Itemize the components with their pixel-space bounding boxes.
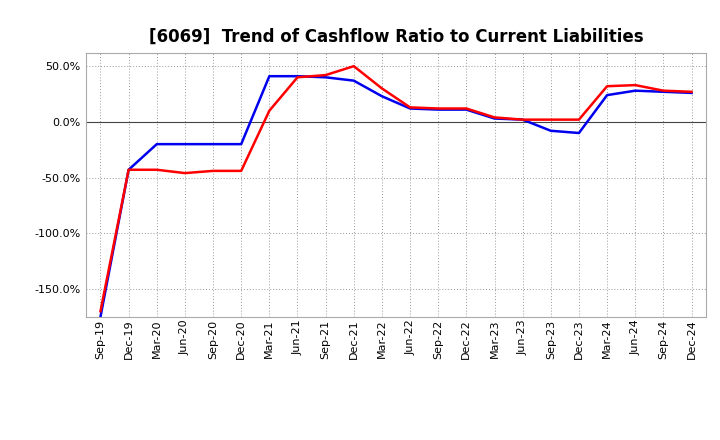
Free CF to Current Liabilities	[687, 90, 696, 95]
Free CF to Current Liabilities	[490, 116, 499, 121]
Free CF to Current Liabilities	[377, 94, 386, 99]
Free CF to Current Liabilities	[546, 128, 555, 133]
Free CF to Current Liabilities	[209, 142, 217, 147]
Operating CF to Current Liabilities	[181, 170, 189, 176]
Operating CF to Current Liabilities	[96, 308, 105, 314]
Operating CF to Current Liabilities	[631, 82, 639, 88]
Operating CF to Current Liabilities	[659, 88, 667, 93]
Line: Operating CF to Current Liabilities: Operating CF to Current Liabilities	[101, 66, 691, 311]
Operating CF to Current Liabilities	[603, 84, 611, 89]
Free CF to Current Liabilities	[406, 106, 415, 111]
Operating CF to Current Liabilities	[153, 167, 161, 172]
Free CF to Current Liabilities	[659, 89, 667, 95]
Operating CF to Current Liabilities	[462, 106, 471, 111]
Operating CF to Current Liabilities	[434, 106, 443, 111]
Line: Free CF to Current Liabilities: Free CF to Current Liabilities	[101, 76, 691, 317]
Operating CF to Current Liabilities	[406, 105, 415, 110]
Free CF to Current Liabilities	[293, 73, 302, 79]
Operating CF to Current Liabilities	[575, 117, 583, 122]
Free CF to Current Liabilities	[462, 107, 471, 112]
Free CF to Current Liabilities	[575, 130, 583, 136]
Free CF to Current Liabilities	[321, 75, 330, 80]
Free CF to Current Liabilities	[181, 142, 189, 147]
Free CF to Current Liabilities	[153, 142, 161, 147]
Operating CF to Current Liabilities	[265, 108, 274, 114]
Operating CF to Current Liabilities	[321, 73, 330, 78]
Operating CF to Current Liabilities	[377, 86, 386, 91]
Free CF to Current Liabilities	[265, 73, 274, 79]
Free CF to Current Liabilities	[125, 167, 133, 172]
Operating CF to Current Liabilities	[125, 167, 133, 172]
Operating CF to Current Liabilities	[237, 168, 246, 173]
Free CF to Current Liabilities	[603, 92, 611, 98]
Operating CF to Current Liabilities	[490, 115, 499, 120]
Free CF to Current Liabilities	[631, 88, 639, 93]
Operating CF to Current Liabilities	[209, 168, 217, 173]
Operating CF to Current Liabilities	[293, 75, 302, 80]
Free CF to Current Liabilities	[518, 117, 527, 122]
Operating CF to Current Liabilities	[687, 89, 696, 95]
Operating CF to Current Liabilities	[546, 117, 555, 122]
Title: [6069]  Trend of Cashflow Ratio to Current Liabilities: [6069] Trend of Cashflow Ratio to Curren…	[149, 28, 643, 46]
Operating CF to Current Liabilities	[349, 63, 358, 69]
Free CF to Current Liabilities	[96, 314, 105, 319]
Free CF to Current Liabilities	[434, 107, 443, 112]
Free CF to Current Liabilities	[349, 78, 358, 83]
Free CF to Current Liabilities	[237, 142, 246, 147]
Operating CF to Current Liabilities	[518, 117, 527, 122]
